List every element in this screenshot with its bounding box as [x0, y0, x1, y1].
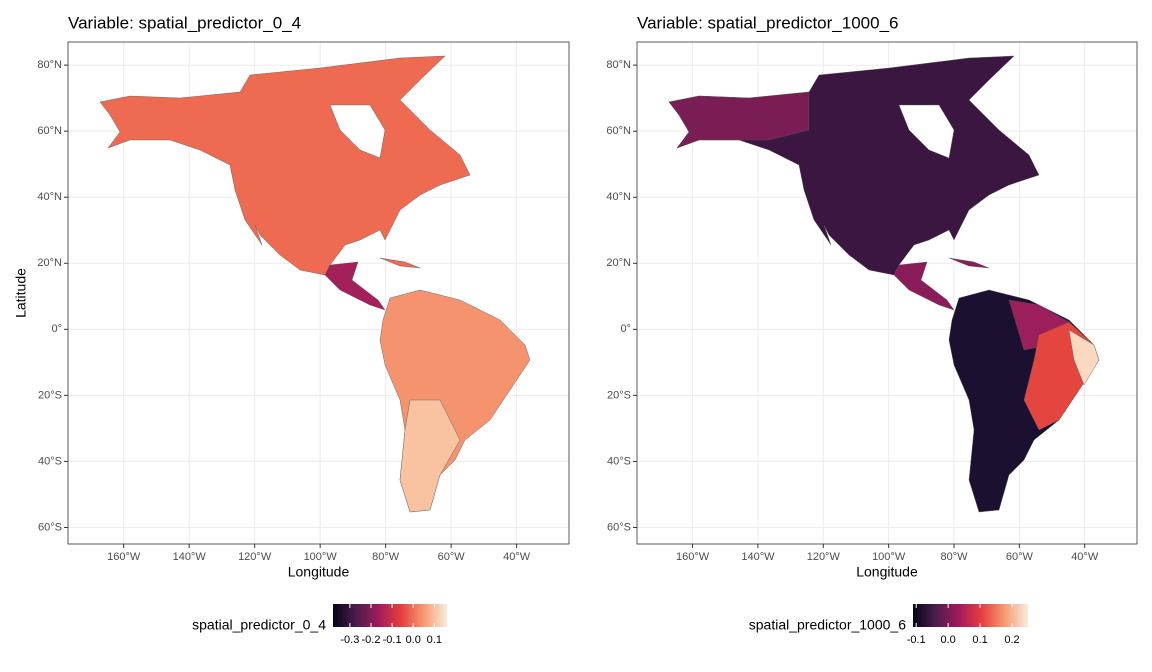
y-tick-label: 40°N — [37, 191, 62, 203]
x-tick-label: 140°W — [173, 551, 207, 563]
colorbar-tick-label: -0.2 — [362, 634, 381, 646]
alaska — [668, 91, 810, 149]
map-panel-2-land — [668, 55, 1100, 513]
y-tick-label: 0° — [620, 323, 631, 335]
caribbean — [948, 257, 990, 269]
legend-title: spatial_predictor_1000_6 — [749, 617, 906, 633]
panel-border — [636, 41, 1138, 545]
y-axis-label: Latitude — [13, 268, 29, 318]
x-tick-label: 60°W — [1006, 551, 1034, 563]
x-tick-label: 40°W — [1071, 551, 1099, 563]
y-tick-label: 60°S — [607, 521, 631, 533]
chart-title: Variable: spatial_predictor_1000_6 — [637, 13, 898, 32]
y-tick-label: 60°N — [606, 125, 631, 137]
y-tick-label: 40°N — [606, 191, 631, 203]
colorbar-tick-label: -0.1 — [383, 634, 402, 646]
y-tick-label: 80°N — [37, 59, 62, 71]
y-tick-label: 0° — [51, 323, 62, 335]
colorbar-tick-label: 0.1 — [427, 634, 442, 646]
x-tick-label: 140°W — [741, 551, 775, 563]
x-tick-label: 160°W — [676, 551, 710, 563]
y-tick-label: 60°S — [38, 521, 62, 533]
y-tick-label: 80°N — [606, 59, 631, 71]
colorbar-tick-label: -0.3 — [340, 634, 359, 646]
x-tick-label: 120°W — [238, 551, 272, 563]
panel-border — [67, 41, 570, 545]
x-tick-label: 100°W — [304, 551, 338, 563]
y-tick-label: 20°N — [37, 257, 62, 269]
brazil-northeast — [1068, 329, 1100, 386]
y-tick-label: 60°N — [37, 125, 62, 137]
colorbar — [913, 604, 1028, 627]
colorbar — [333, 604, 447, 627]
caribbean — [379, 257, 421, 269]
southern-cone — [399, 399, 461, 513]
x-tick-label: 80°W — [940, 551, 968, 563]
hudson-bay — [329, 104, 386, 159]
hudson-bay — [898, 104, 955, 159]
y-tick-label: 40°S — [38, 455, 62, 467]
x-tick-label: 100°W — [872, 551, 906, 563]
y-tick-label: 40°S — [607, 455, 631, 467]
x-tick-label: 60°W — [438, 551, 466, 563]
north-america — [99, 55, 471, 276]
legend-title: spatial_predictor_0_4 — [192, 617, 326, 633]
colorbar-tick-label: 0.1 — [972, 634, 987, 646]
colorbar-tick-label: 0.2 — [1004, 634, 1019, 646]
x-tick-label: 120°W — [807, 551, 841, 563]
colorbar-tick-label: 0.0 — [940, 634, 955, 646]
x-axis-label: Longitude — [288, 564, 350, 580]
central-america — [893, 261, 955, 311]
central-america — [324, 261, 386, 311]
y-tick-label: 20°N — [606, 257, 631, 269]
y-tick-label: 20°S — [38, 389, 62, 401]
colorbar-tick-label: 0.0 — [406, 634, 421, 646]
colorbar-tick-label: -0.1 — [907, 634, 926, 646]
y-tick-label: 20°S — [607, 389, 631, 401]
chart-title: Variable: spatial_predictor_0_4 — [68, 13, 301, 32]
x-tick-label: 80°W — [372, 551, 400, 563]
x-tick-label: 160°W — [107, 551, 141, 563]
map-panel-1-land — [99, 55, 531, 513]
x-axis-label: Longitude — [856, 564, 918, 580]
x-tick-label: 40°W — [503, 551, 531, 563]
